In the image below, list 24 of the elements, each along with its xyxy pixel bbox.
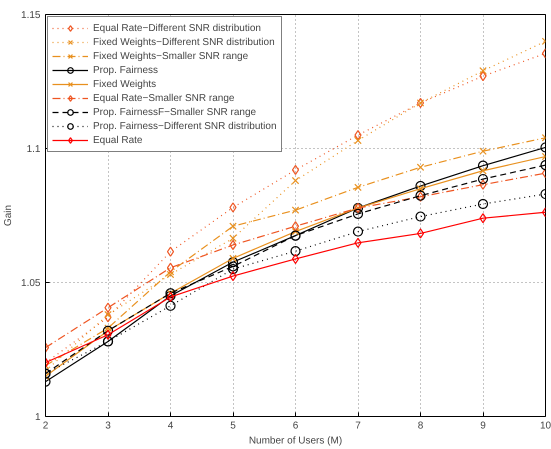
legend-label: Equal Rate [93, 134, 142, 147]
x-tick-label: 5 [230, 420, 236, 432]
legend-label: Prop. Fairness [93, 64, 158, 77]
y-tick-label: 1 [34, 412, 41, 423]
x-tick-label: 7 [355, 420, 362, 432]
legend-label: Equal Rate−Different SNR distribution [93, 22, 261, 35]
y-tick-label: 1.15 [21, 10, 41, 21]
x-tick-label: 9 [480, 420, 486, 432]
x-axis-title: Number of Users (M) [248, 436, 342, 446]
x-tick-label: 2 [42, 420, 49, 432]
x-tick-label: 3 [105, 420, 112, 432]
y-axis-title: Gain [3, 204, 14, 226]
x-tick-label: 4 [168, 420, 174, 432]
y-tick-label: 1.1 [26, 144, 41, 155]
legend-label: Equal Rate−Smaller SNR range [93, 92, 234, 105]
legend-label: Fixed Weights−Smaller SNR range [93, 50, 248, 63]
legend-label: Fixed Weights [93, 78, 156, 91]
x-tick-label: 10 [540, 420, 551, 432]
x-tick-label: 8 [418, 420, 424, 432]
y-tick-label: 1.05 [21, 278, 41, 289]
x-tick-label: 6 [292, 420, 299, 432]
legend-label: Fixed Weights−Different SNR distribution [93, 36, 275, 49]
legend-label: Prop. Fairness−Different SNR distribution [93, 120, 277, 133]
legend-label: Prop. FairnessF−Smaller SNR range [93, 106, 256, 119]
